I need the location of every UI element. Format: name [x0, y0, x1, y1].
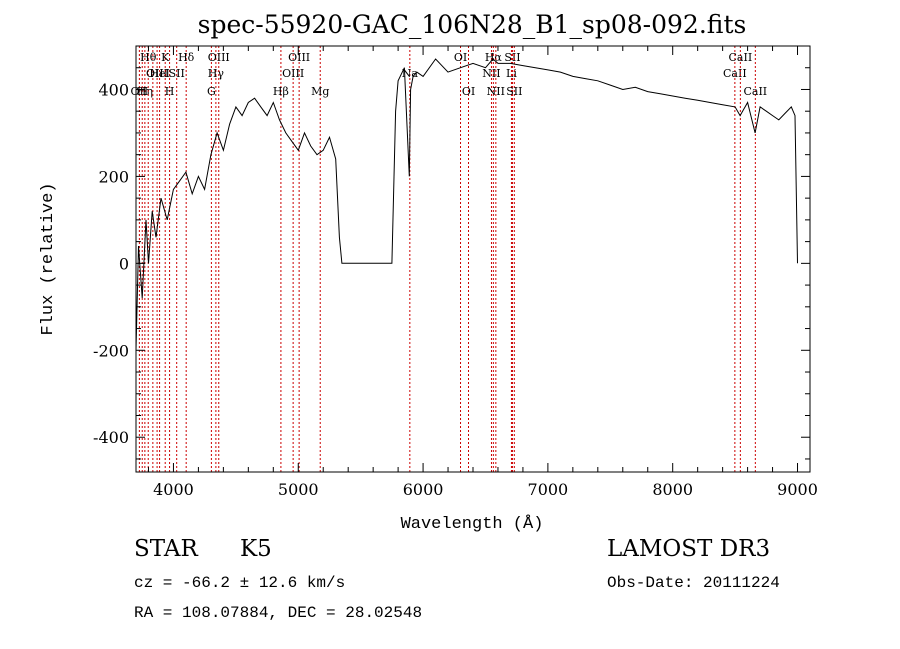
- spectral-line-label: OIII: [146, 67, 168, 80]
- y-tick-label: -200: [93, 341, 129, 360]
- spectral-line-label: Hγ: [208, 67, 225, 80]
- spectral-line-label: OI: [462, 85, 475, 98]
- spectral-line-label: SII: [504, 51, 520, 64]
- spectral-line-label: Hβ: [273, 85, 289, 98]
- y-tick-label: 200: [98, 167, 129, 186]
- x-tick-label: 9000: [777, 480, 818, 499]
- ra-dec-coordinates: RA = 108.07884, DEC = 28.02548: [134, 604, 423, 622]
- axis-ticks-layer: 4000 5000 6000 7000 8000 9000 -400 -200 0 200 400: [93, 46, 818, 499]
- x-tick-label: 8000: [652, 480, 693, 499]
- spectral-line-label: OII: [131, 85, 149, 98]
- spectral-line-label: OIII: [288, 51, 310, 64]
- x-tick-label: 4000: [153, 480, 194, 499]
- spectral-line-label: SII: [169, 67, 185, 80]
- y-tick-label: 0: [119, 254, 129, 273]
- chart-title: spec-55920-GAC_106N28_B1_sp08-092.fits: [198, 10, 747, 39]
- line-markers-layer: OIIHηHθOIIIHeIKHSIIHδGHγOIIIHβOIIIOIIIMg…: [131, 46, 767, 472]
- spectral-line-label: Hθ: [140, 51, 157, 64]
- spectral-line-label: Hη: [137, 85, 153, 98]
- plot-frame: [135, 45, 811, 473]
- y-tick-label: 400: [98, 80, 129, 99]
- spectral-line-label: HeI: [149, 67, 169, 80]
- x-axis-label: Wavelength (Å): [401, 515, 544, 534]
- spectral-line-label: CaII: [723, 67, 747, 80]
- spectral-line-label: G: [207, 85, 216, 98]
- spectral-line-label: OIII: [208, 51, 230, 64]
- object-type: STAR: [134, 536, 198, 562]
- x-tick-label: 5000: [278, 480, 319, 499]
- spectral-line-label: SII: [506, 85, 522, 98]
- redshift-velocity: cz = -66.2 ± 12.6 km/s: [134, 574, 346, 592]
- spectral-line-label: Hα: [485, 51, 503, 64]
- observation-date: Obs-Date: 20111224: [607, 574, 780, 592]
- y-axis-label: Flux (relative): [39, 182, 58, 335]
- spectral-line-label: CaII: [743, 85, 767, 98]
- object-subclass: K5: [240, 536, 272, 562]
- flux-series-line: [135, 58, 798, 351]
- spectral-line-label: CaII: [729, 51, 753, 64]
- spectral-line-label: Na: [402, 67, 419, 80]
- spectral-line-label: K: [161, 51, 170, 64]
- spectral-line-label: OIII: [282, 67, 304, 80]
- survey-name: LAMOST DR3: [607, 536, 771, 562]
- spectral-line-label: OI: [454, 51, 467, 64]
- x-tick-label: 6000: [403, 480, 444, 499]
- spectral-line-label: Mg: [311, 85, 329, 98]
- spectral-line-label: NII: [482, 67, 500, 80]
- x-tick-label: 7000: [528, 480, 569, 499]
- y-tick-label: -400: [93, 428, 129, 447]
- spectral-line-label: H: [165, 85, 175, 98]
- spectral-line-label: Li: [506, 67, 517, 80]
- spectral-line-label: NII: [487, 85, 505, 98]
- spectral-line-label: Hδ: [178, 51, 195, 64]
